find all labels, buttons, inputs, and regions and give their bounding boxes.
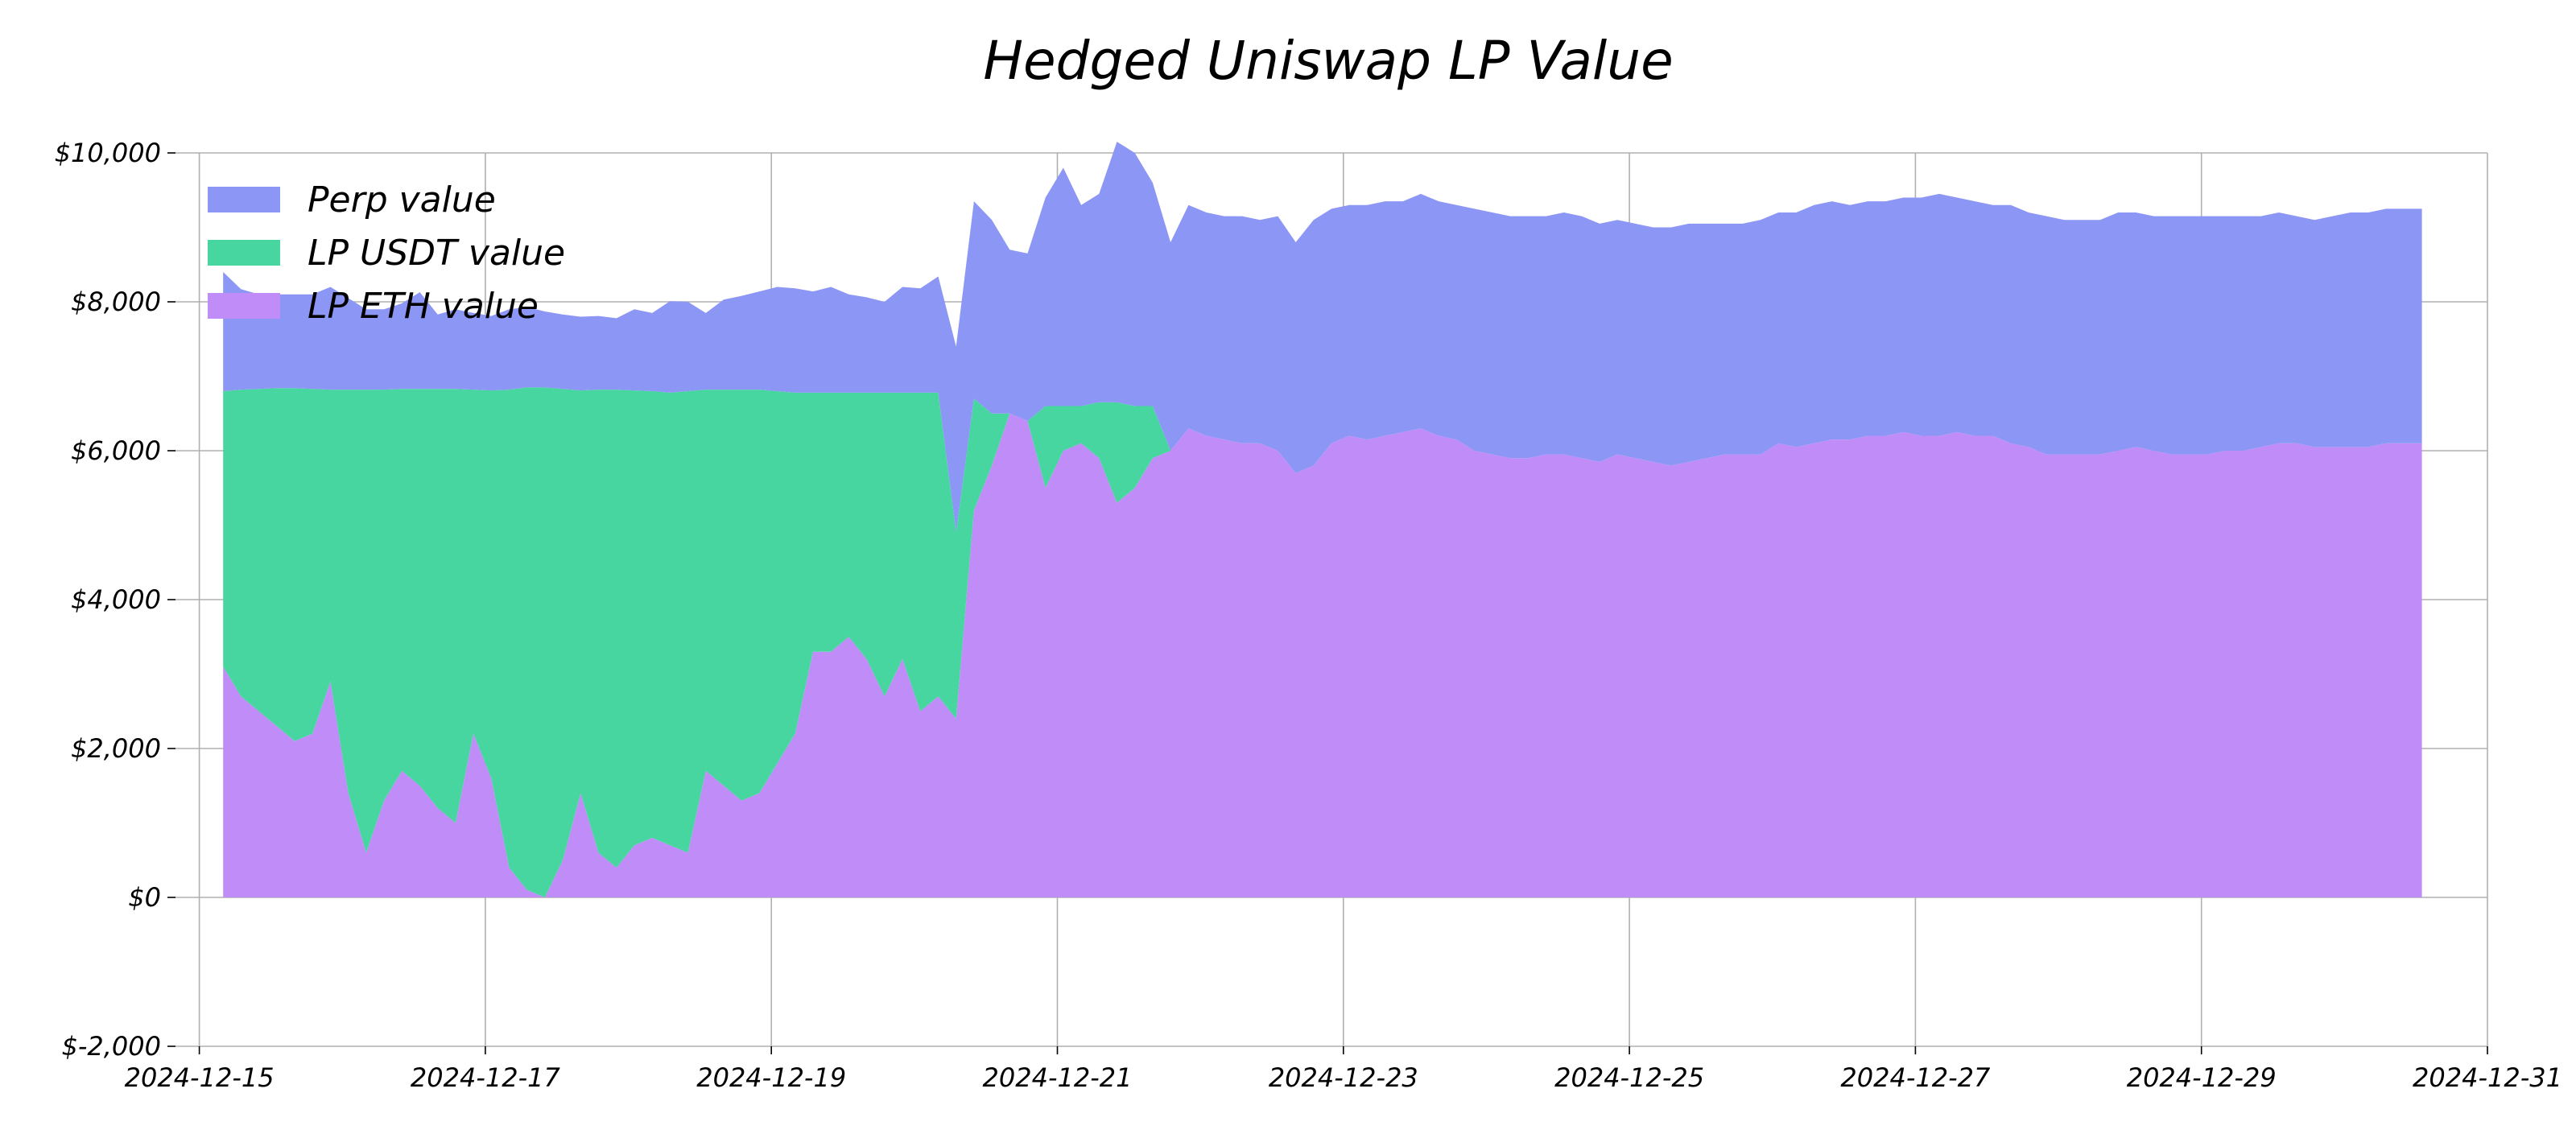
y-tick-label: $10,000 — [55, 138, 161, 168]
chart-title: Hedged Uniswap LP Value — [983, 30, 1673, 92]
x-tick-label: 2024-12-27 — [1840, 1062, 1991, 1093]
x-tick-label: 2024-12-21 — [983, 1062, 1133, 1093]
legend-swatch-lp-eth-value — [208, 293, 280, 319]
x-tick-label: 2024-12-15 — [125, 1062, 275, 1093]
area-lp-eth-value — [223, 413, 2422, 897]
x-tick-label: 2024-12-31 — [2413, 1062, 2562, 1093]
area-perp-value — [223, 142, 2422, 533]
legend-label-lp-eth-value: LP ETH value — [308, 286, 539, 327]
legend-swatch-lp-usdt-value — [208, 240, 280, 266]
y-tick-label: $8,000 — [71, 287, 161, 317]
legend-swatch-perp-value — [208, 187, 280, 212]
x-tick-label: 2024-12-29 — [2127, 1062, 2277, 1093]
legend-label-lp-usdt-value: LP USDT value — [308, 233, 565, 274]
y-tick-label: $6,000 — [71, 435, 161, 466]
x-tick-label: 2024-12-19 — [696, 1062, 846, 1093]
y-tick-label: $-2,000 — [61, 1031, 161, 1062]
x-tick-label: 2024-12-25 — [1554, 1062, 1704, 1093]
y-tick-label: $2,000 — [71, 733, 161, 764]
legend-label-perp-value: Perp value — [308, 179, 496, 221]
area-lp-usdt-value — [223, 387, 2422, 897]
area-series — [223, 142, 2422, 897]
legend: Perp value LP USDT value LP ETH value — [208, 179, 565, 327]
y-tick-label: $0 — [128, 882, 161, 913]
axes: $-2,000 $0 $2,000 $4,000 $6,000 $8,000 $10,000… — [55, 138, 2562, 1093]
y-tick-label: $4,000 — [71, 584, 161, 615]
x-tick-label: 2024-12-23 — [1269, 1062, 1418, 1093]
x-tick-label: 2024-12-17 — [411, 1062, 561, 1093]
